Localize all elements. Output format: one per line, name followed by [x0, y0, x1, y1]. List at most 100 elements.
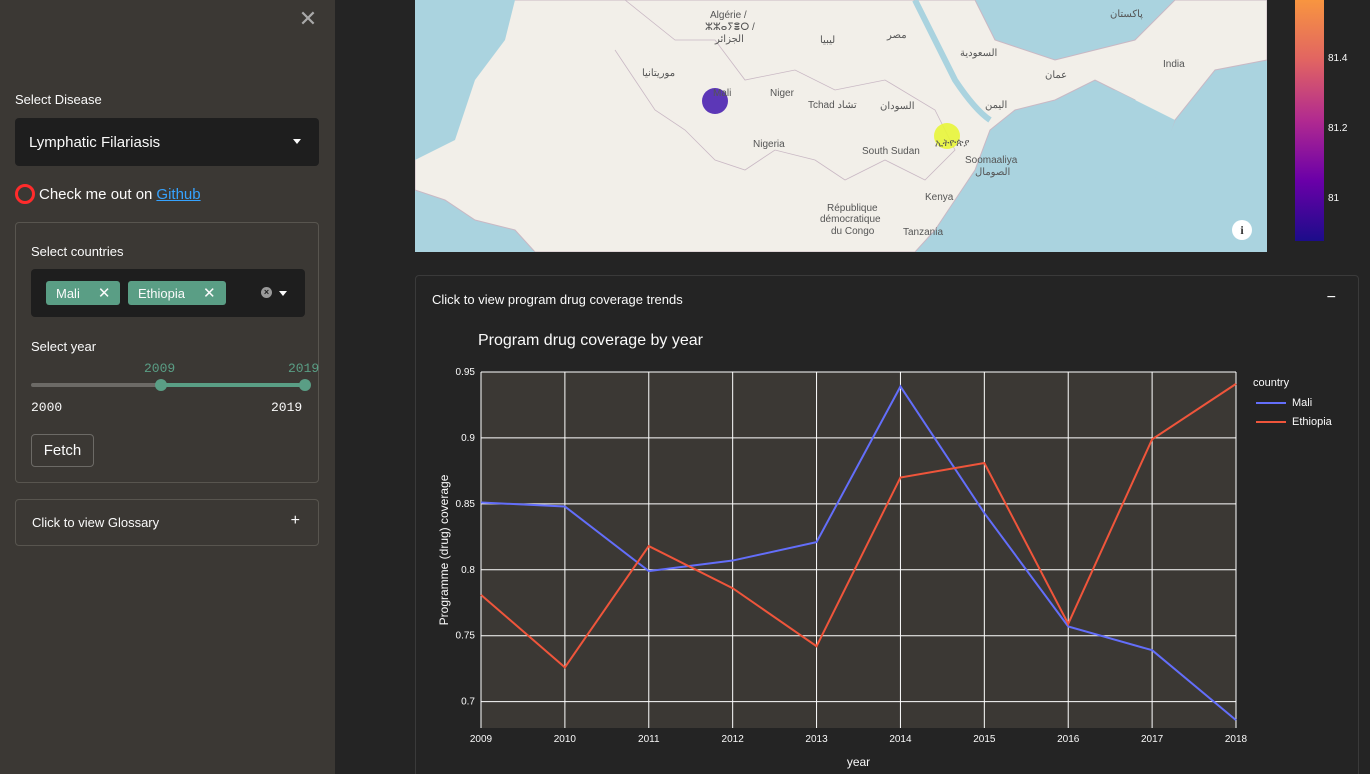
- map-place-label: République: [827, 203, 878, 214]
- y-tick-label: 0.75: [456, 631, 476, 642]
- map-place-label: اليمن: [985, 100, 1008, 111]
- map-place-label: ኢትዮጵያ: [935, 138, 970, 149]
- map-place-label: du Congo: [831, 226, 875, 237]
- x-tick-label: 2016: [1057, 734, 1080, 745]
- slider-low-value: 2009: [144, 361, 176, 376]
- x-tick-label: 2014: [889, 734, 912, 745]
- x-axis-label: year: [847, 755, 870, 769]
- x-tick-label: 2011: [638, 734, 660, 745]
- remove-tag-icon[interactable]: ✕: [97, 285, 111, 302]
- colorbar-tick: 81: [1328, 193, 1340, 204]
- slider-min-label: 2000: [31, 400, 63, 415]
- map-place-label: موريتانيا: [642, 68, 676, 79]
- line-chart[interactable]: 2009 2010 2011 2012 2013 2014 2015 2016 2017 2018…: [416, 276, 1360, 774]
- map-place-label: South Sudan: [862, 146, 920, 157]
- y-axis-label: Programme (drug) coverage: [437, 474, 451, 625]
- legend-title: country: [1253, 377, 1290, 389]
- map-place-label: السعودية: [960, 48, 998, 59]
- sidebar: ✕ Select Disease Lymphatic Filariasis Ch…: [0, 0, 335, 774]
- clear-all-icon[interactable]: ×: [261, 287, 272, 298]
- legend-swatch: [1256, 421, 1286, 423]
- map-marker-ethiopia: [934, 123, 960, 149]
- github-line: Check me out on Github: [15, 184, 201, 204]
- map-place-label: ⵣⵣⴰⵢⴻⵔ /: [705, 22, 755, 33]
- map-place-label: پاکستان: [1110, 9, 1143, 20]
- close-sidebar-button[interactable]: ✕: [298, 6, 318, 31]
- disease-label: Select Disease: [15, 92, 102, 107]
- map-place-label: عمان: [1045, 70, 1068, 81]
- x-tick-label: 2013: [805, 734, 828, 745]
- map-place-label: Soomaaliya: [965, 155, 1018, 166]
- slider-high-value: 2019: [288, 361, 320, 376]
- map-place-label: ليبيا: [820, 35, 836, 46]
- tag-label: Mali: [56, 285, 80, 301]
- disease-select[interactable]: Lymphatic Filariasis: [15, 118, 319, 166]
- year-slider-track[interactable]: [31, 379, 311, 391]
- github-prefix: Check me out on: [39, 185, 153, 203]
- x-tick-label: 2018: [1225, 734, 1248, 745]
- map-place-label: Nigeria: [753, 139, 785, 150]
- chevron-down-icon[interactable]: [279, 291, 287, 296]
- plus-icon: +: [290, 512, 300, 529]
- plot-background: [481, 372, 1236, 728]
- y-tick-label: 0.95: [456, 367, 476, 378]
- map-place-label: démocratique: [820, 214, 881, 225]
- fetch-button[interactable]: Fetch: [31, 434, 94, 467]
- map-marker-mali: [702, 88, 728, 114]
- github-link[interactable]: Github: [156, 185, 201, 203]
- chart-title: Program drug coverage by year: [478, 332, 703, 349]
- map-place-label: الصومال: [975, 167, 1011, 178]
- map-place-label: Tanzania: [903, 227, 944, 238]
- colorbar-tick: 81.4: [1328, 53, 1348, 64]
- slider-max-label: 2019: [271, 400, 303, 415]
- coverage-trends-expander: Click to view program drug coverage tren…: [415, 275, 1359, 774]
- country-tag-mali[interactable]: Mali ✕: [46, 281, 121, 305]
- colorbar-tick: 81.2: [1328, 123, 1348, 134]
- y-tick-label: 0.85: [456, 499, 476, 510]
- map-place-label: Algérie /: [710, 10, 747, 21]
- glossary-label: Click to view Glossary: [32, 515, 160, 530]
- legend-label: Ethiopia: [1292, 416, 1332, 428]
- y-tick-label: 0.8: [461, 565, 475, 576]
- map-place-label: الجزائر: [715, 34, 744, 45]
- y-tick-label: 0.9: [461, 433, 475, 444]
- country-tag-ethiopia[interactable]: Ethiopia ✕: [128, 281, 226, 305]
- x-tick-label: 2010: [554, 734, 577, 745]
- series-line-ethiopia[interactable]: [480, 383, 1237, 669]
- countries-multiselect[interactable]: Mali ✕ Ethiopia ✕ ×: [31, 269, 305, 317]
- x-tick-label: 2017: [1141, 734, 1164, 745]
- collapse-icon[interactable]: −: [1326, 289, 1336, 306]
- colorbar: [1295, 0, 1324, 241]
- legend-item-mali[interactable]: Mali: [1256, 397, 1312, 409]
- map-place-label: India: [1163, 59, 1185, 70]
- chevron-down-icon: [293, 139, 301, 144]
- countries-label: Select countries: [31, 244, 124, 259]
- map-place-label: مصر: [887, 30, 907, 41]
- map-place-label: السودان: [880, 101, 915, 112]
- x-tick-label: 2015: [973, 734, 996, 745]
- legend-swatch: [1256, 402, 1286, 404]
- filter-form: Select countries Mali ✕ Ethiopia ✕ × Sel…: [15, 222, 319, 483]
- remove-tag-icon[interactable]: ✕: [202, 285, 216, 302]
- x-tick-label: 2009: [470, 734, 493, 745]
- legend-label: Mali: [1292, 397, 1313, 409]
- tag-label: Ethiopia: [138, 285, 185, 301]
- map-place-label: Kenya: [925, 192, 954, 203]
- series-line-mali[interactable]: [480, 384, 1237, 721]
- year-slider-fill: [161, 383, 305, 387]
- info-icon[interactable]: i: [1232, 220, 1252, 240]
- year-slider-low-thumb[interactable]: [155, 379, 167, 391]
- year-slider-high-thumb[interactable]: [299, 379, 311, 391]
- glossary-expander[interactable]: Click to view Glossary +: [15, 499, 319, 546]
- x-tick-label: 2012: [722, 734, 745, 745]
- disease-select-value: Lymphatic Filariasis: [29, 133, 161, 151]
- map-place-label: Niger: [770, 88, 794, 99]
- ring-icon: [15, 184, 35, 204]
- year-label: Select year: [31, 339, 97, 354]
- map-place-label: Mali: [713, 88, 732, 99]
- legend-item-ethiopia[interactable]: Ethiopia: [1256, 416, 1332, 428]
- y-tick-label: 0.7: [461, 697, 475, 708]
- map-place-label: Tchad تشاد: [808, 100, 857, 111]
- expander-header[interactable]: Click to view program drug coverage tren…: [432, 292, 683, 307]
- map[interactable]: Algérie / ⵣⵣⴰⵢⴻⵔ / الجزائر ليبيا مصر السعودية…: [415, 0, 1267, 252]
